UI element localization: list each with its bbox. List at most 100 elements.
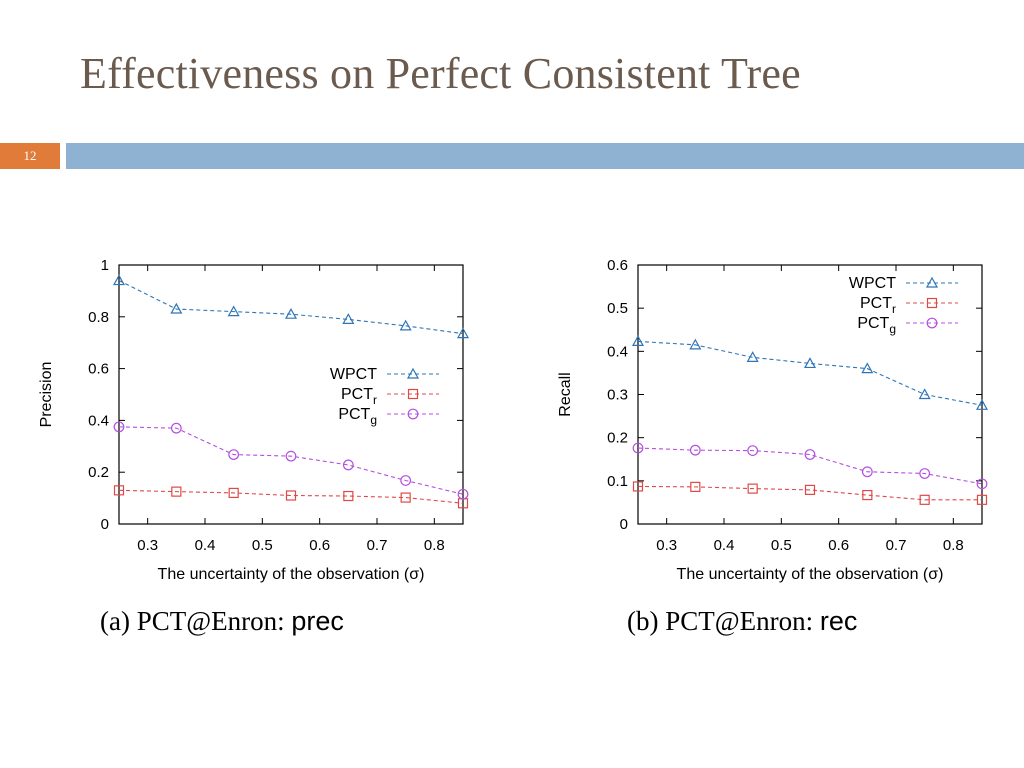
c1-data-point [747, 483, 758, 494]
c1-data-point [746, 351, 759, 362]
c1-x-tick-label: 0.7 [886, 537, 907, 554]
c0-data-point [228, 487, 239, 499]
c1-x-tick-label: 0.3 [656, 537, 677, 554]
c1-x-tick-label: 0.5 [771, 537, 792, 554]
c1-data-point [632, 442, 644, 454]
c0-y-tick-label: 0.4 [88, 412, 109, 429]
c0-data-point [400, 475, 412, 486]
c0-data-point [227, 305, 240, 317]
c0-legend-label-0: WPCT [330, 366, 377, 383]
c0-y-tick-label: 0.2 [88, 464, 109, 481]
c1-data-point [689, 338, 702, 350]
caption-a: (a) PCT@Enron: prec [100, 606, 344, 637]
c1-legend-label-2: PCTg [857, 315, 896, 336]
c1-legend-marker-2 [926, 317, 938, 329]
c1-data-point [747, 445, 759, 457]
c1-series-line-0 [637, 340, 983, 406]
c0-y-tick-label: 0.6 [88, 361, 109, 378]
c1-y-tick-label: 0 [620, 516, 628, 533]
c0-x-tick-label: 0.5 [252, 537, 273, 554]
c1-data-point [804, 484, 816, 495]
c0-y-tick-label: 0.8 [88, 309, 109, 326]
c0-plot-frame [118, 264, 464, 525]
c1-series-line-2 [637, 447, 983, 485]
slide-number-badge: 12 [0, 143, 60, 169]
c1-data-point [862, 489, 873, 501]
c1-legend-label-0: WPCT [849, 275, 896, 292]
c0-legend-marker-1 [407, 388, 419, 400]
c0-x-axis-label: The uncertainty of the observation (σ) [158, 566, 425, 583]
slide-number: 12 [23, 148, 37, 163]
c0-data-point [113, 421, 125, 433]
c0-x-tick-label: 0.4 [195, 537, 216, 554]
c0-y-tick-label: 1 [101, 257, 109, 274]
c1-y-tick-label: 0.6 [607, 257, 628, 274]
caption-b-metric: rec [819, 606, 858, 636]
c0-y-tick-label: 0 [101, 516, 109, 533]
caption-b-prefix: (b) PCT@Enron: [627, 606, 820, 636]
caption-a-prefix: (a) PCT@Enron: [100, 606, 292, 636]
c0-x-tick-label: 0.8 [424, 537, 445, 554]
c0-data-point [112, 274, 126, 286]
c1-data-point [804, 449, 816, 460]
c1-legend-marker-0 [925, 276, 939, 288]
c1-data-point [632, 481, 644, 492]
c1-legend-label-1: PCTr [860, 295, 896, 316]
c0-data-point [228, 449, 240, 460]
c1-data-point [976, 494, 988, 505]
c0-series-line-2 [118, 426, 464, 495]
c0-data-point [399, 319, 412, 331]
c0-data-point [285, 490, 297, 501]
c0-data-point [170, 302, 183, 314]
caption-b: (b) PCT@Enron: rec [627, 606, 857, 637]
c1-x-axis-label: The uncertainty of the observation (σ) [677, 566, 944, 583]
c1-x-tick-label: 0.4 [714, 537, 735, 554]
c1-y-tick-label: 0.5 [607, 300, 628, 317]
c0-legend-label-1: PCTr [341, 386, 377, 407]
c1-x-tick-label: 0.6 [828, 537, 849, 554]
c0-data-point [170, 422, 182, 434]
c1-y-tick-label: 0.3 [607, 387, 628, 404]
c1-data-point [689, 444, 701, 456]
c1-data-point [690, 481, 701, 492]
c0-y-axis-label: Precision [38, 362, 55, 428]
c1-x-tick-label: 0.8 [943, 537, 964, 554]
c0-legend-label-2: PCTg [338, 406, 377, 427]
c0-data-point [343, 490, 354, 502]
c0-data-point [342, 459, 354, 471]
c0-data-point [113, 485, 125, 496]
c0-series-line-1 [118, 489, 464, 504]
c0-x-tick-label: 0.7 [367, 537, 388, 554]
c1-data-point [861, 466, 873, 478]
c0-series-line-0 [118, 280, 464, 335]
c1-y-tick-label: 0.1 [607, 473, 628, 490]
c0-data-point [400, 492, 411, 503]
c0-legend-marker-0 [406, 367, 420, 379]
c1-data-point [975, 399, 989, 410]
c1-data-point [631, 335, 645, 347]
c1-data-point [918, 388, 931, 400]
c1-data-point [861, 362, 874, 374]
c1-data-point [919, 494, 930, 505]
c1-y-tick-label: 0.2 [607, 430, 628, 447]
c0-data-point [457, 488, 469, 500]
c0-x-tick-label: 0.6 [309, 537, 330, 554]
c0-data-point [342, 313, 355, 324]
c0-data-point [285, 450, 297, 462]
c1-y-tick-label: 0.4 [607, 343, 628, 360]
c1-y-axis-label: Recall [557, 372, 574, 416]
c1-data-point [919, 468, 931, 479]
c0-x-tick-label: 0.3 [137, 537, 158, 554]
c0-legend-marker-2 [407, 408, 419, 420]
c0-data-point [171, 486, 182, 497]
caption-a-metric: prec [291, 606, 344, 636]
slide-title: Effectiveness on Perfect Consistent Tree [80, 49, 801, 98]
c1-data-point [803, 357, 817, 369]
c0-data-point [456, 327, 470, 339]
c1-series-line-1 [637, 485, 982, 501]
c1-data-point [976, 478, 988, 490]
c1-legend-marker-1 [926, 297, 938, 309]
c0-data-point [284, 307, 298, 319]
